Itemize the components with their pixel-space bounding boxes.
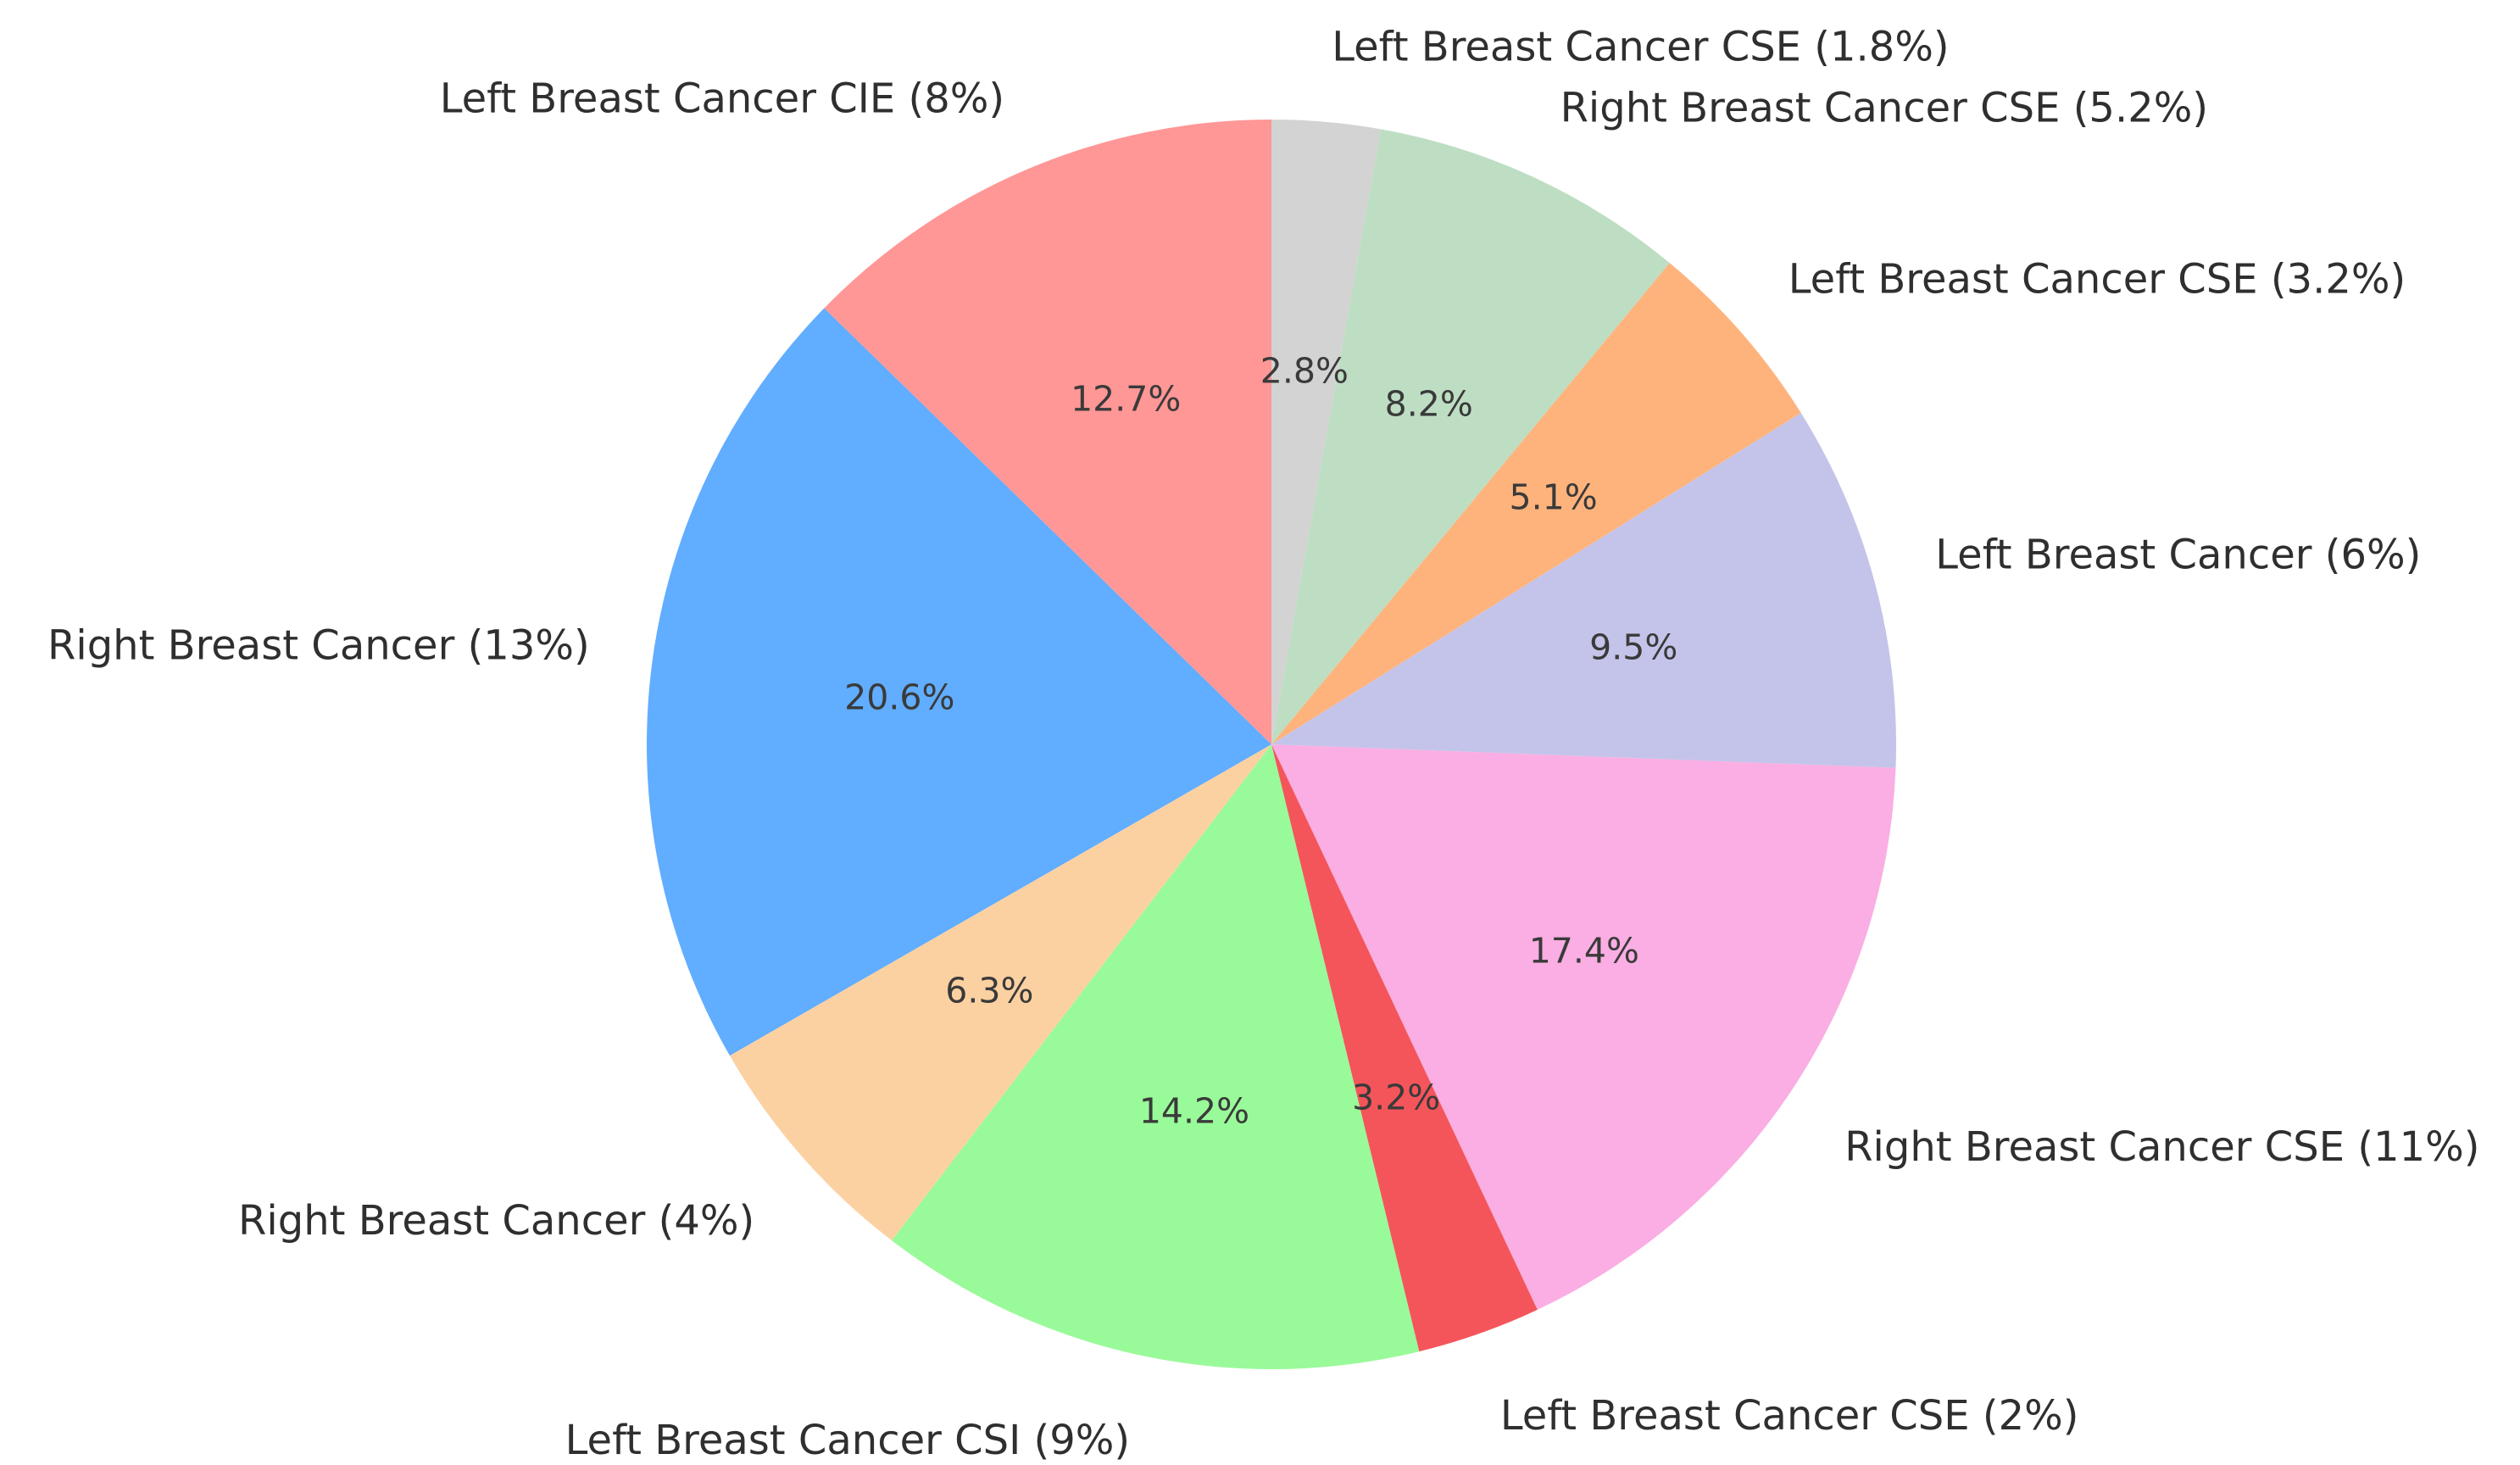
pie-slice-0: [1271, 120, 1381, 744]
pie-slice-1: [1271, 129, 1670, 744]
pie-slice-4: [1271, 744, 1896, 1310]
pie-slice-3: [1271, 413, 1897, 768]
pie-slice-7: [729, 744, 1271, 1241]
pie-slice-9: [824, 120, 1271, 744]
pie-slices-group: [646, 120, 1897, 1369]
pie-slice-8: [646, 308, 1271, 1056]
pie-slice-2: [1271, 263, 1801, 744]
pie-slice-5: [1271, 744, 1538, 1352]
pie-slice-6: [891, 744, 1420, 1369]
